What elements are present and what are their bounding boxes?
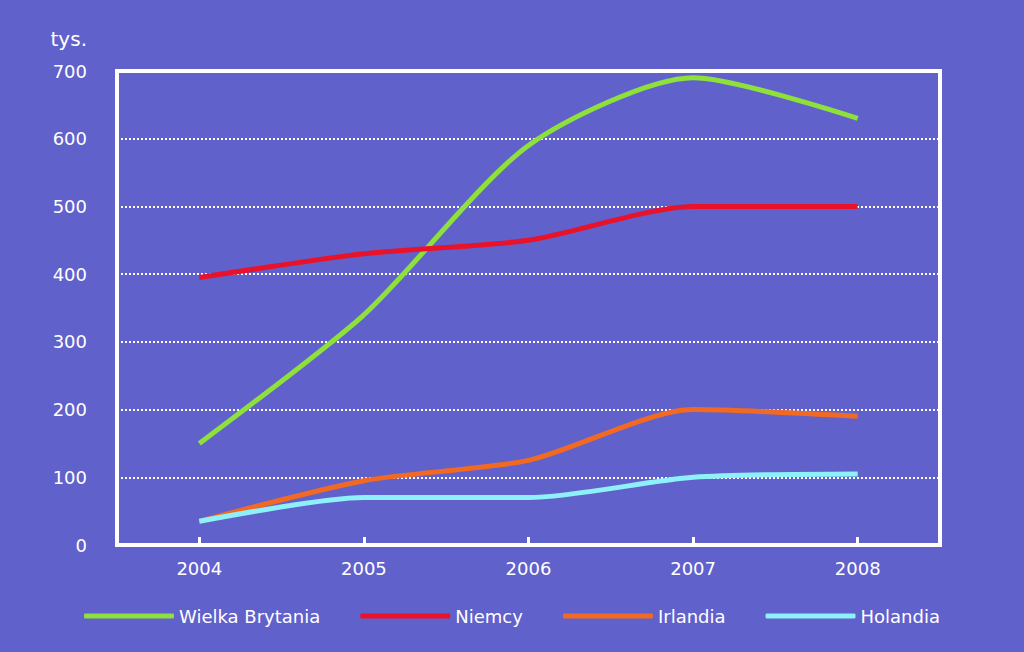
svg-text:400: 400 — [53, 264, 87, 285]
svg-text:300: 300 — [53, 331, 87, 352]
svg-text:2006: 2006 — [506, 558, 552, 579]
svg-text:Wielka Brytania: Wielka Brytania — [179, 606, 320, 627]
svg-text:700: 700 — [53, 61, 87, 82]
svg-text:Niemcy: Niemcy — [455, 606, 523, 627]
svg-text:Irlandia: Irlandia — [658, 606, 726, 627]
svg-text:2005: 2005 — [341, 558, 387, 579]
svg-text:500: 500 — [53, 196, 87, 217]
svg-text:600: 600 — [53, 128, 87, 149]
svg-text:Holandia: Holandia — [861, 606, 940, 627]
svg-text:2007: 2007 — [670, 558, 716, 579]
svg-text:0: 0 — [76, 535, 87, 556]
svg-text:2004: 2004 — [176, 558, 222, 579]
svg-text:200: 200 — [53, 399, 87, 420]
svg-text:tys.: tys. — [51, 27, 87, 51]
svg-text:2008: 2008 — [835, 558, 881, 579]
svg-text:100: 100 — [53, 467, 87, 488]
